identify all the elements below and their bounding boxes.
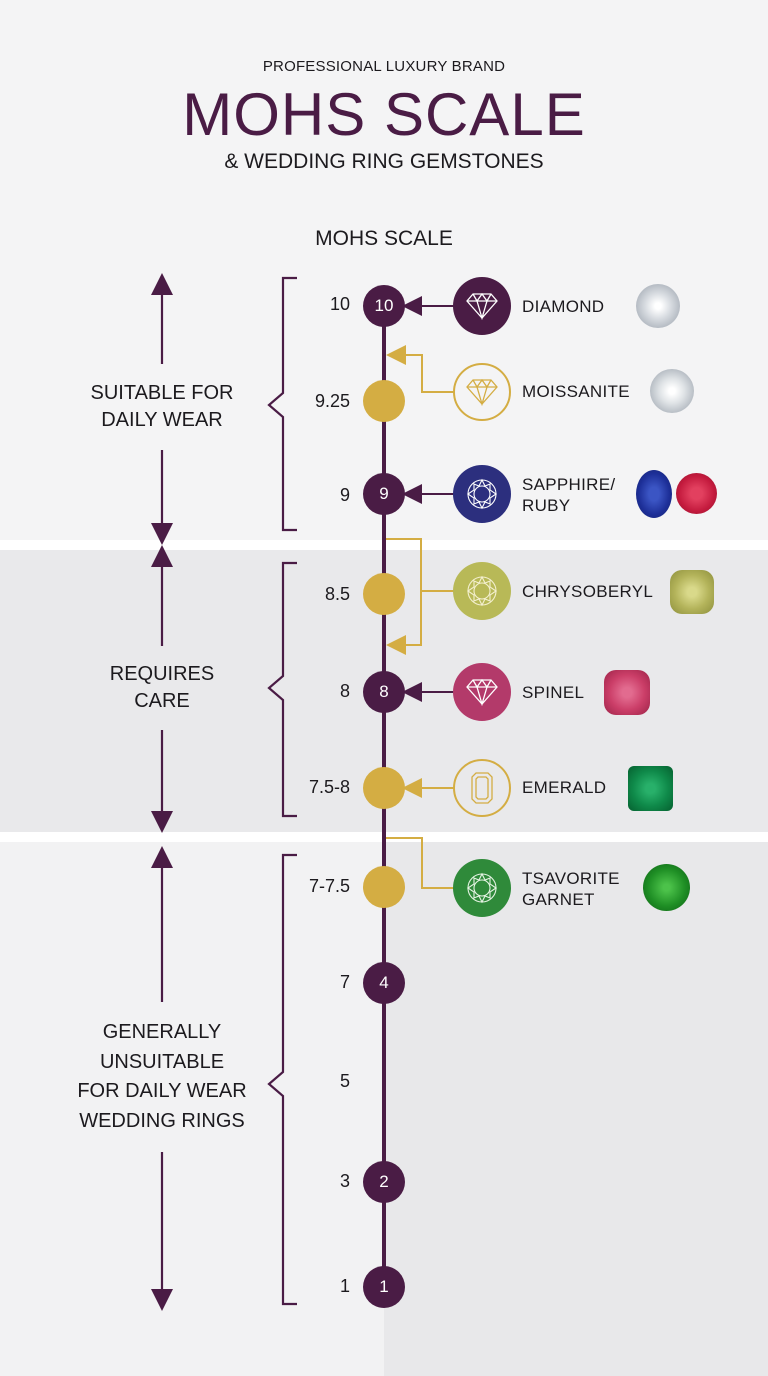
gem-name: SPINEL: [522, 683, 585, 702]
gem-photo-sapphire: [636, 470, 672, 518]
diamond-icon: [466, 292, 498, 320]
category-label-line: SUITABLE FOR: [90, 382, 234, 404]
category-label-line: WEDDING RINGS: [79, 1109, 245, 1132]
scale-node: [363, 380, 405, 422]
gem-name-line: GARNET: [522, 890, 595, 909]
gem-icon-chrysoberyl: [453, 562, 511, 620]
gem-photo-ruby: [676, 473, 717, 514]
emerald-cut-icon: [471, 772, 493, 804]
category-label-line: GENERALLY: [102, 1021, 222, 1043]
gem-name-line: TSAVORITE: [522, 869, 620, 888]
gem-name: SAPPHIRE/ RUBY: [522, 474, 615, 516]
scale-node: 9: [363, 473, 405, 515]
category-label-line: CARE: [134, 690, 190, 712]
diamond-icon: [466, 678, 498, 706]
scale-node: [363, 573, 405, 615]
gem-photo-tsavorite: [643, 864, 690, 911]
gem-photo-emerald: [628, 766, 673, 811]
gem-photo-chrysoberyl: [670, 570, 714, 614]
scale-node: 1: [363, 1266, 405, 1308]
round-cut-icon: [467, 478, 497, 510]
gem-photo-diamond: [636, 284, 680, 328]
round-cut-icon: [467, 575, 497, 607]
gem-name-line: RUBY: [522, 496, 571, 515]
scale-value: 7.5-8: [308, 777, 350, 797]
gem-icon-spinel: [453, 663, 511, 721]
brackets: [267, 276, 297, 1306]
gem-icon-moissanite: [453, 363, 511, 421]
page-title: MOHS SCALE: [182, 81, 586, 148]
scale-value: 8: [339, 681, 350, 701]
round-cut-icon: [467, 872, 497, 904]
gem-connectors-gold: [386, 345, 454, 889]
scale-value: 8.5: [324, 584, 350, 604]
scale-node: 10: [363, 285, 405, 327]
scale-node: 4: [363, 962, 405, 1004]
gem-name: MOISSANITE: [522, 382, 630, 401]
gem-icon-tsavorite: [453, 859, 511, 917]
scale-node: [363, 767, 405, 809]
category-label-line: REQUIRES: [109, 663, 215, 685]
section-unsuitable-right-bg: [384, 842, 768, 1376]
scale-value: 9: [339, 485, 350, 505]
gem-connectors: [402, 296, 454, 702]
category-label-line: DAILY WEAR: [101, 409, 223, 431]
gem-name-line: SAPPHIRE/: [522, 475, 616, 494]
gem-icon-sapphire-ruby: [453, 465, 511, 523]
scale-value: 9.25: [314, 391, 350, 411]
gem-icon-diamond: [453, 277, 511, 335]
brand-line: PROFESSIONAL LUXURY BRAND: [262, 58, 506, 75]
scale-value: 5: [339, 1071, 350, 1091]
scale-value: 10: [329, 294, 350, 314]
gem-name: EMERALD: [522, 778, 607, 797]
gem-name: CHRYSOBERYL: [522, 582, 654, 601]
gem-icon-emerald: [453, 759, 511, 817]
diamond-outline-icon: [466, 378, 498, 406]
scale-node: [363, 866, 405, 908]
gem-name: DIAMOND: [522, 297, 605, 316]
category-label-line: UNSUITABLE: [99, 1050, 225, 1073]
scale-value: 1: [339, 1276, 350, 1296]
scale-value: 7-7.5: [308, 876, 350, 896]
gem-photo-spinel: [604, 670, 650, 715]
scale-node: 8: [363, 671, 405, 713]
category-suitable: SUITABLE FOR DAILY WEAR: [42, 380, 282, 434]
gem-photo-moissanite: [650, 369, 694, 413]
category-care: REQUIRES CARE: [42, 661, 282, 715]
category-unsuitable: GENERALLY UNSUITABLE FOR DAILY WEAR WEDD…: [42, 1018, 282, 1136]
scale-node: 2: [363, 1161, 405, 1203]
scale-value: 3: [339, 1171, 350, 1191]
scale-heading: MOHS SCALE: [315, 227, 453, 250]
page-subtitle: & WEDDING RING GEMSTONES: [224, 150, 544, 173]
gem-name: TSAVORITE GARNET: [522, 868, 620, 910]
category-label-line: FOR DAILY WEAR: [77, 1080, 247, 1102]
scale-value: 7: [339, 972, 350, 992]
